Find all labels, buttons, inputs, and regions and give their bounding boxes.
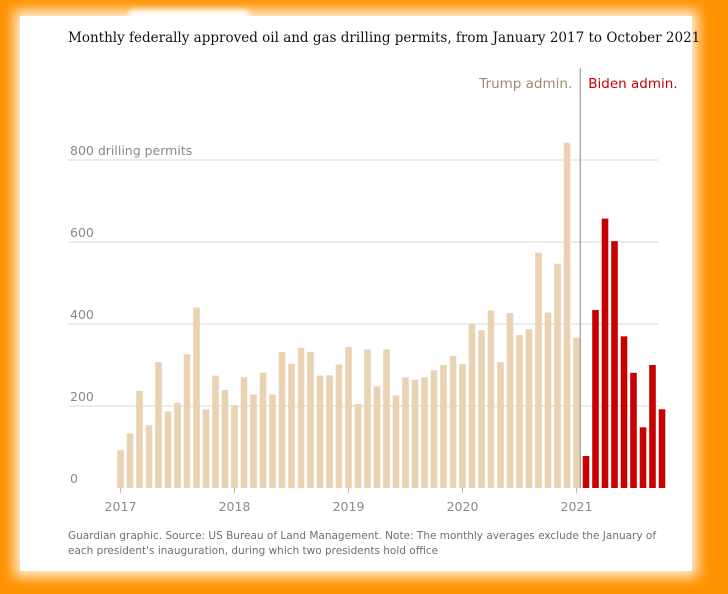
bar-trump bbox=[126, 433, 134, 488]
chart-title: Monthly federally approved oil and gas d… bbox=[68, 30, 701, 46]
bar-trump bbox=[155, 362, 162, 488]
blurred-top-band bbox=[128, 10, 250, 24]
bars bbox=[117, 142, 666, 488]
bar-trump bbox=[297, 347, 305, 488]
bar-biden bbox=[658, 409, 666, 488]
bar-trump bbox=[278, 351, 286, 488]
bar-trump bbox=[221, 390, 229, 488]
bar-trump bbox=[516, 335, 523, 488]
bar-trump bbox=[525, 329, 533, 488]
bar-trump bbox=[573, 337, 580, 488]
bar-trump bbox=[316, 375, 324, 488]
y-tick-labels: 800 drilling permits 600 400 200 0 bbox=[70, 143, 192, 486]
x-tick-label: 2018 bbox=[219, 499, 251, 514]
bar-trump bbox=[288, 363, 295, 488]
bar-trump bbox=[240, 377, 248, 488]
bar-biden bbox=[630, 372, 637, 488]
bar-trump bbox=[430, 370, 438, 488]
x-tick-label: 2017 bbox=[105, 499, 137, 514]
bar-trump bbox=[259, 372, 267, 488]
bar-trump bbox=[364, 349, 371, 488]
bar-trump bbox=[250, 394, 257, 488]
bar-biden bbox=[639, 427, 647, 488]
bar-trump bbox=[440, 365, 447, 488]
x-tick-labels: 2017 2018 2019 2020 2021 bbox=[105, 488, 593, 514]
source-note: Guardian graphic. Source: US Bureau of L… bbox=[68, 530, 657, 557]
x-tick-label: 2019 bbox=[333, 499, 365, 514]
bar-biden bbox=[592, 310, 599, 488]
trump-admin-label: Trump admin. bbox=[478, 76, 572, 92]
bar-trump bbox=[373, 386, 381, 488]
bar-trump bbox=[269, 394, 276, 488]
bar-trump bbox=[326, 375, 333, 488]
bar-trump bbox=[193, 307, 200, 488]
bar-trump bbox=[563, 142, 571, 488]
y-tick-label: 200 bbox=[70, 389, 94, 404]
bar-trump bbox=[202, 409, 210, 488]
x-tick-label: 2021 bbox=[561, 499, 593, 514]
bar-trump bbox=[174, 402, 181, 488]
biden-admin-label: Biden admin. bbox=[588, 76, 677, 92]
bar-trump bbox=[411, 379, 419, 488]
bar-trump bbox=[231, 405, 238, 488]
bar-trump bbox=[117, 450, 124, 488]
y-tick-label: 600 bbox=[70, 225, 94, 240]
bar-trump bbox=[392, 395, 400, 488]
bar-trump bbox=[164, 411, 172, 488]
bar-trump bbox=[459, 364, 466, 488]
bar-biden bbox=[601, 218, 609, 488]
bar-trump bbox=[212, 375, 219, 488]
y-tick-label: 400 bbox=[70, 307, 94, 322]
bar-trump bbox=[421, 377, 428, 488]
bar-trump bbox=[345, 346, 352, 488]
bar-trump bbox=[183, 354, 191, 488]
bar-trump bbox=[554, 263, 561, 488]
bar-biden bbox=[582, 456, 590, 488]
bar-trump bbox=[402, 377, 409, 488]
bar-trump bbox=[449, 355, 457, 488]
bar-trump bbox=[487, 310, 495, 488]
bar-trump bbox=[383, 349, 390, 488]
bar-biden bbox=[620, 336, 628, 488]
y-tick-label: 800 drilling permits bbox=[70, 143, 192, 158]
bar-trump bbox=[145, 425, 153, 488]
bar-trump bbox=[354, 403, 362, 488]
bar-trump bbox=[544, 312, 552, 488]
bar-biden bbox=[611, 241, 618, 488]
bar-trump bbox=[497, 362, 504, 488]
bar-trump bbox=[307, 351, 314, 488]
x-tick-label: 2020 bbox=[447, 499, 479, 514]
bar-biden bbox=[649, 365, 656, 488]
bar-trump bbox=[335, 364, 343, 488]
bar-trump bbox=[506, 312, 514, 488]
bar-trump bbox=[478, 330, 485, 488]
y-tick-label: 0 bbox=[70, 471, 78, 486]
bar-trump bbox=[468, 324, 476, 488]
bar-trump bbox=[136, 390, 143, 488]
bar-trump bbox=[535, 252, 542, 488]
